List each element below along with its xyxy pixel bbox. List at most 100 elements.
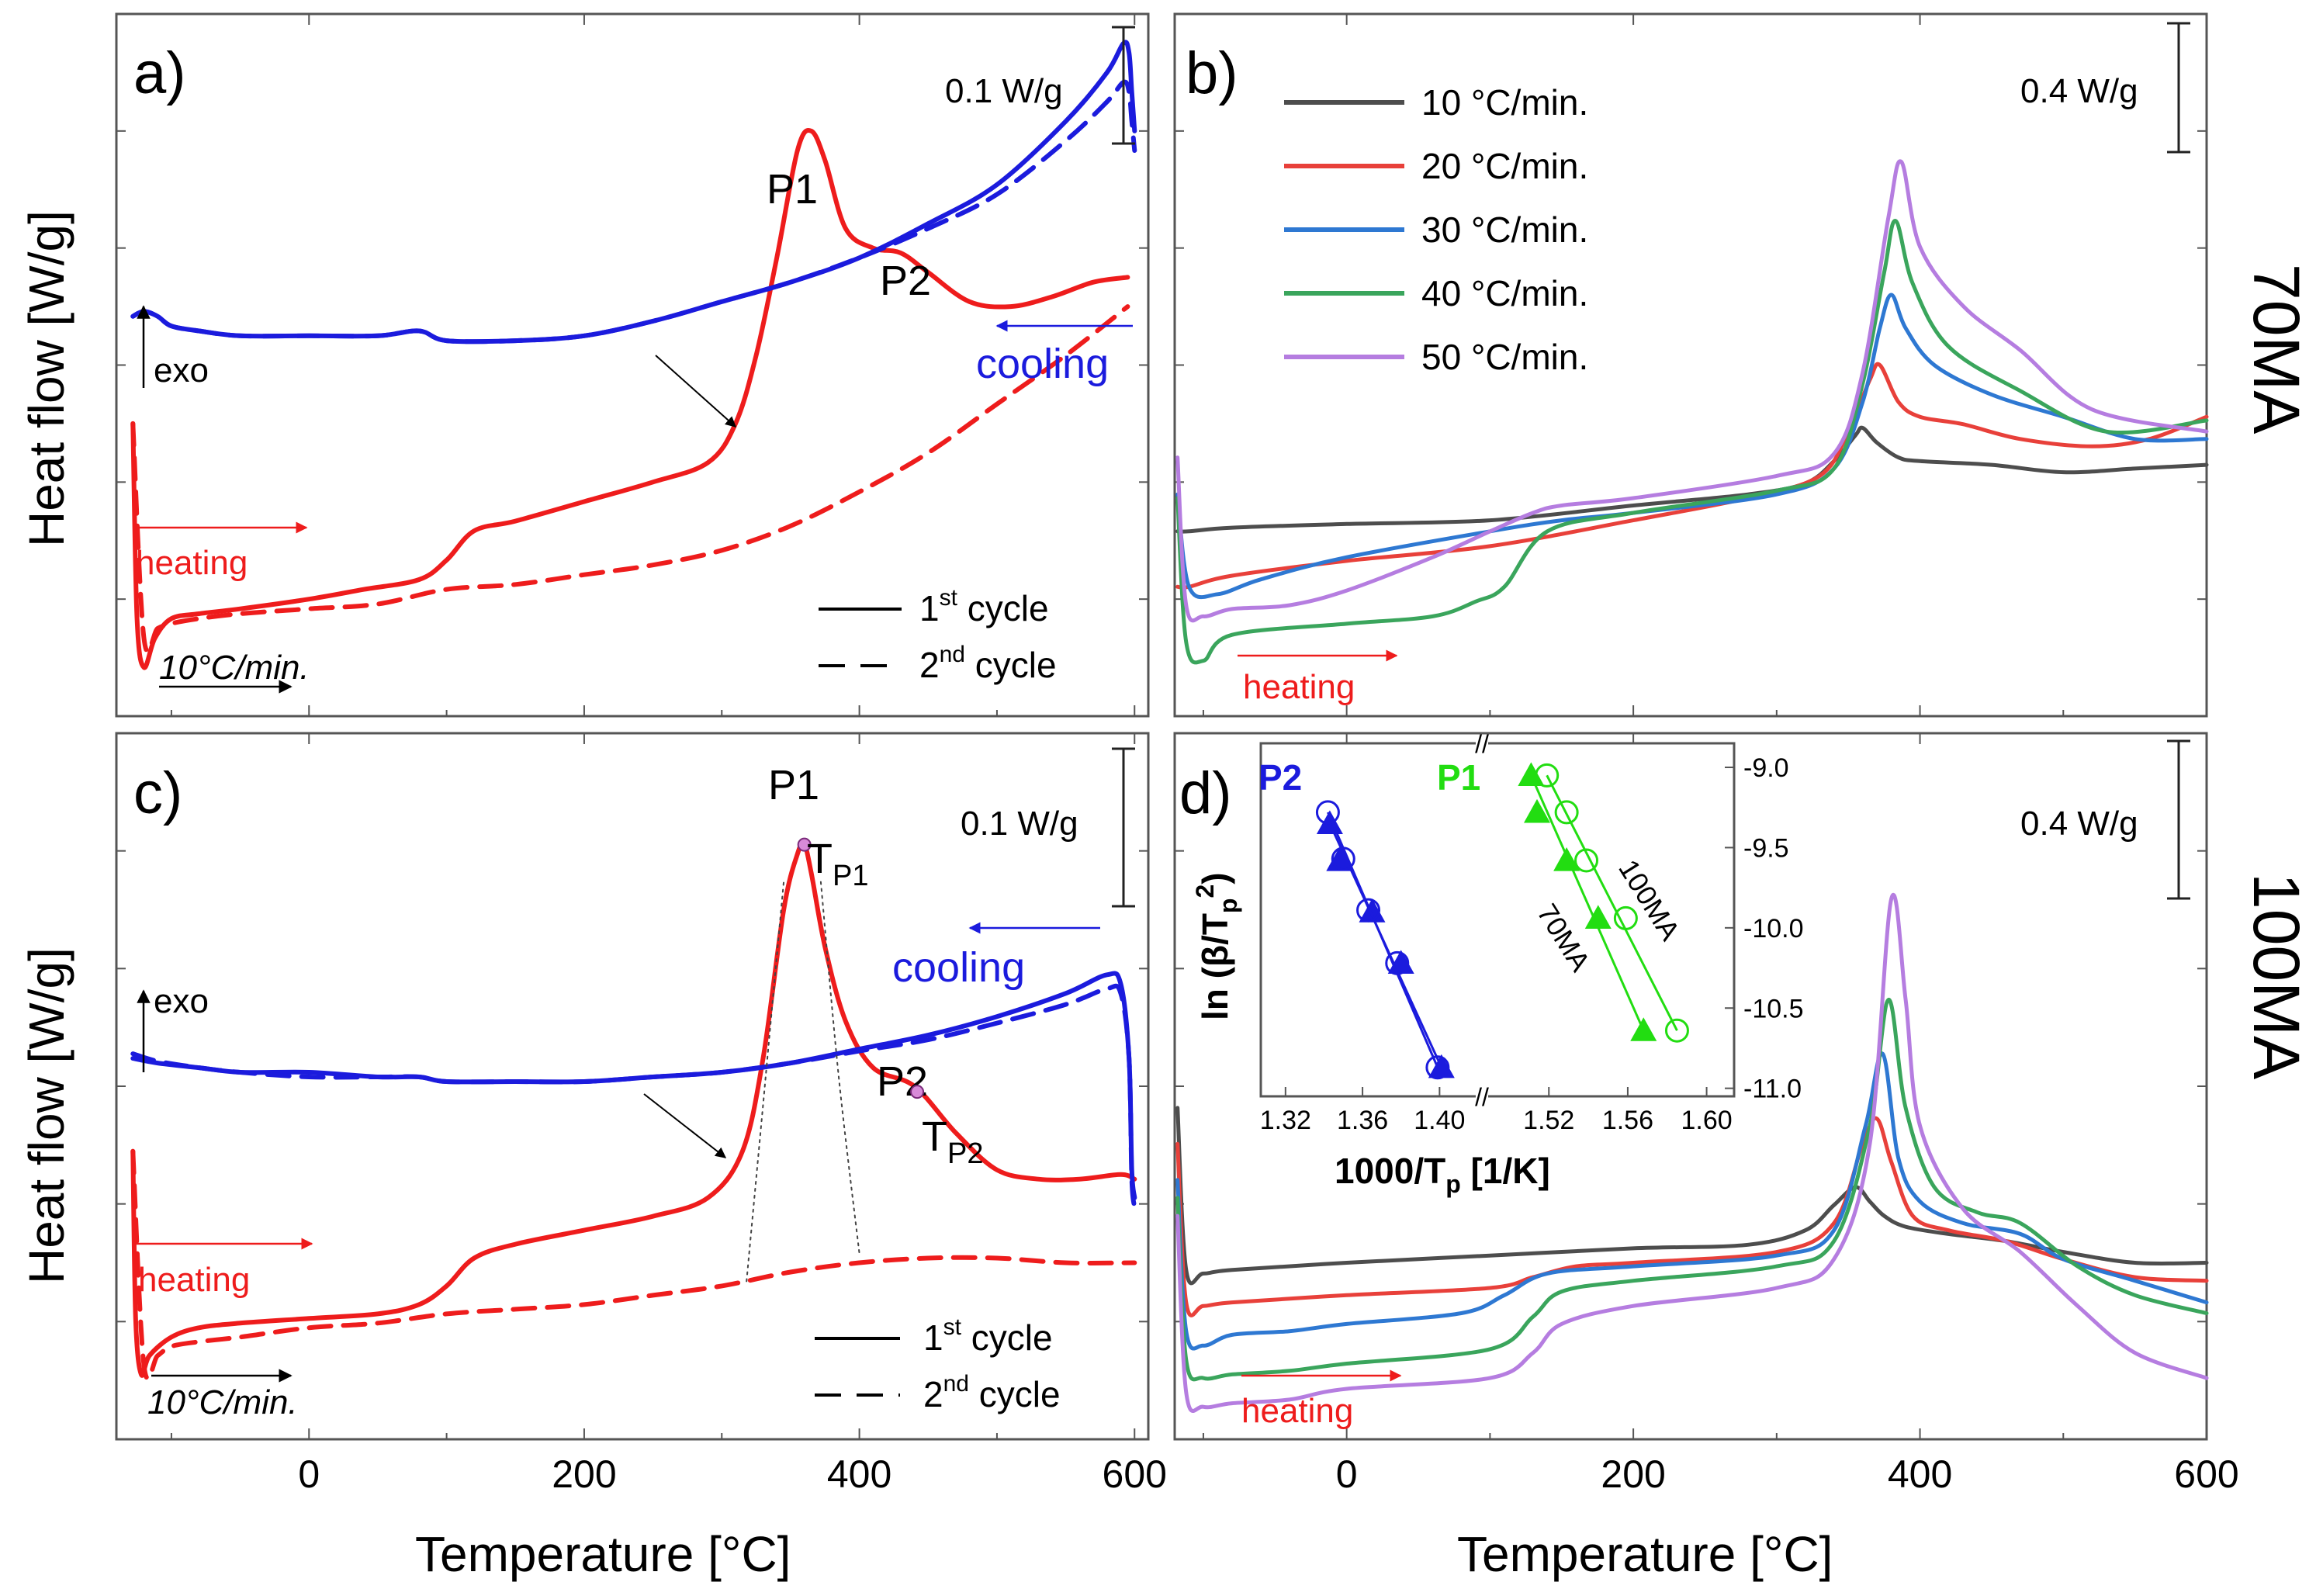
inset-x-title-unit: [1/K]	[1461, 1151, 1550, 1191]
inset-point-circle	[1315, 800, 1340, 825]
panel-c-curves	[130, 840, 1137, 1381]
series-line	[1175, 362, 2209, 590]
inset-fit-line	[1546, 774, 1678, 1031]
inset-y-title-main: ln (β/T	[1195, 913, 1235, 1020]
inset-point-circle	[1574, 848, 1599, 873]
inset-y-title-sub: p	[1214, 898, 1242, 914]
series-line	[1175, 293, 2209, 600]
panel-c-tp1-marker	[797, 837, 812, 852]
inset-point-circle	[1385, 950, 1410, 975]
panel-a-heating-label: heating	[136, 544, 248, 582]
panel-b-letter: b)	[1186, 40, 1238, 106]
panel-a-p2-label: P2	[880, 258, 931, 304]
panel-a-curves	[130, 40, 1137, 670]
panel-a-p1-label: P1	[767, 166, 818, 213]
legend-label: 10 °C/min.	[1421, 82, 1588, 123]
panel-a-scale-label: 0.1 W/g	[945, 72, 1063, 110]
inset-point-circle	[1613, 905, 1638, 930]
legend-label: 30 °C/min.	[1421, 209, 1588, 250]
inset-point-circle	[1425, 1055, 1450, 1080]
panel-c-tp2-label: TP2	[922, 1113, 983, 1170]
panel-a: a) 0.1 W/g P1 P2 exo cooling heating 10°…	[115, 12, 1150, 718]
inset-x-tick-label: 1.56	[1602, 1106, 1653, 1135]
axis-break-mark: //	[1475, 730, 1489, 758]
series-line	[1175, 219, 2209, 665]
panel-a-scale-bar	[1112, 26, 1135, 145]
inset-x-title: 1000/Tp [1/K]	[1335, 1151, 1550, 1198]
panel-d-curves	[1175, 892, 2209, 1414]
panel-b-curves	[1175, 159, 2209, 665]
inset-point-triangle	[1553, 846, 1580, 871]
series-line	[130, 304, 1130, 654]
inset-x-tick-label: 1.36	[1337, 1106, 1388, 1135]
panel-a-legend: 1st cycle 2nd cycle	[819, 585, 1057, 685]
x-tick-label: 200	[552, 1452, 616, 1496]
panel-c-pointer-arrow	[643, 1093, 727, 1158]
panel-d-scale-label: 0.4 W/g	[2020, 805, 2138, 843]
series-line	[819, 881, 860, 1255]
legend-1st: 1st cycle	[919, 585, 1049, 628]
panel-c-tp1-label: TP1	[807, 836, 868, 892]
panel-c-rate-label: 10°C/min.	[147, 1383, 298, 1421]
x-tick-label: 200	[1601, 1452, 1665, 1496]
inset-y-tick-label: -9.0	[1743, 753, 1789, 783]
series-line	[130, 983, 1137, 1210]
inset-y-tick-label: -10.5	[1743, 994, 1804, 1023]
panel-a-exo-label: exo	[154, 351, 209, 389]
inset-frame	[1259, 742, 1736, 1098]
x-tick-label: 0	[1336, 1452, 1358, 1496]
inset-point-triangle	[1630, 1017, 1657, 1041]
panel-b-scale-label: 0.4 W/g	[2020, 72, 2138, 110]
inset-y-title-sup: 2	[1191, 885, 1219, 898]
panel-a-letter: a)	[133, 40, 186, 106]
panel-c-heating-label: heating	[138, 1261, 250, 1299]
axis-break-gap	[1476, 1089, 1488, 1104]
panel-a-pointer-arrow	[655, 355, 737, 428]
inset-point-circle	[1331, 846, 1355, 871]
x-axis-title-right: Temperature [°C]	[1457, 1526, 1833, 1582]
panel-a-ticks	[116, 14, 1148, 716]
inset-x-tick-label: 1.32	[1260, 1106, 1311, 1135]
inset-x-tick-label: 1.52	[1523, 1106, 1574, 1135]
panel-c-letter: c)	[133, 760, 182, 826]
legend-2nd: 2nd cycle	[923, 1371, 1061, 1414]
panel-c-tp2-sub: P2	[947, 1137, 983, 1170]
inset-point-circle	[1356, 898, 1381, 923]
inset-fit-line	[1530, 774, 1645, 1031]
side-label-70ma: 70MA	[2240, 264, 2313, 434]
series-line	[130, 1148, 1137, 1381]
inset: 1.32 1.36 1.40 1.52 1.56 1.60 // // -9.0 -9.5 -10.…	[1191, 730, 1804, 1198]
panel-d-ticks: 0 200 400 600	[1175, 733, 2239, 1496]
panel-c-tp2-t: T	[922, 1113, 947, 1160]
legend-label: 20 °C/min.	[1421, 146, 1588, 186]
inset-point-triangle	[1359, 898, 1386, 923]
inset-y-tick-label: -11.0	[1743, 1075, 1802, 1104]
panel-b-legend: 10 °C/min. 20 °C/min. 30 °C/min. 40 °C/min.…	[1284, 82, 1588, 377]
panel-c-ticks: 0 200 400 600	[116, 733, 1167, 1496]
inset-point-triangle	[1524, 798, 1550, 823]
x-tick-label: 400	[827, 1452, 891, 1496]
series-line	[746, 881, 785, 1283]
inset-point-triangle	[1584, 905, 1612, 930]
series-line	[130, 79, 1137, 344]
x-axis-title-left: Temperature [°C]	[415, 1526, 791, 1582]
inset-point-triangle	[1326, 846, 1353, 871]
series-line	[130, 128, 1130, 670]
inset-fit-line	[1327, 812, 1439, 1068]
inset-y-title-end: )	[1195, 872, 1235, 884]
legend-label: 50 °C/min.	[1421, 337, 1588, 377]
inset-point-circle	[1664, 1018, 1689, 1043]
side-label-100ma: 100MA	[2240, 873, 2313, 1079]
axis-break-gap	[1476, 736, 1488, 751]
x-tick-label: 600	[2174, 1452, 2238, 1496]
series-line	[1175, 159, 2209, 623]
inset-p1-label: P1	[1437, 757, 1480, 798]
inset-y-tick-label: -10.0	[1743, 914, 1804, 943]
series-line	[130, 840, 1137, 1378]
panel-c-tp1-sub: P1	[833, 860, 868, 892]
panel-c-cooling-label: cooling	[892, 944, 1025, 991]
inset-point-circle	[1535, 763, 1560, 788]
panel-c: 0 200 400 600 c) 0.1 W/g P1 TP1 P2 TP2 exo …	[115, 732, 1167, 1496]
x-tick-label: 600	[1103, 1452, 1167, 1496]
